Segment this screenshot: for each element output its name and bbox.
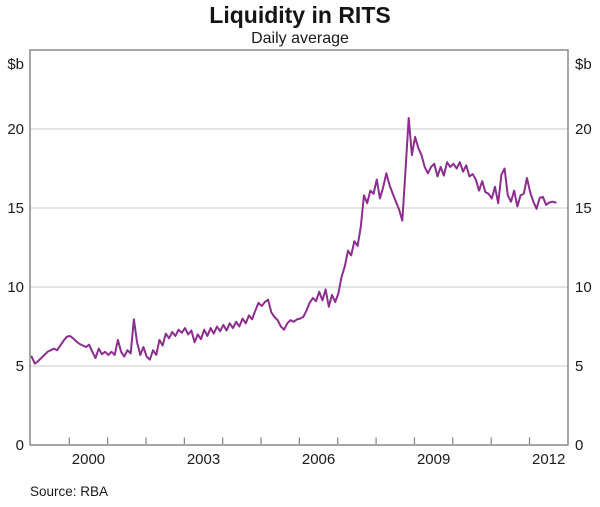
x-axis-label: 2009: [417, 451, 450, 468]
y-axis-label-right: 15: [575, 200, 592, 217]
chart-subtitle: Daily average: [251, 30, 349, 47]
y-axis-label-left: 5: [16, 358, 24, 375]
y-axis-label-right: 0: [575, 437, 583, 454]
y-axis-label-left: 0: [16, 437, 24, 454]
y-unit-right: $b: [575, 56, 592, 73]
y-axis-label-right: 5: [575, 358, 583, 375]
y-axis-label-left: 15: [7, 200, 24, 217]
y-axis-label-left: 20: [7, 121, 24, 138]
x-axis-label: 2006: [302, 451, 335, 468]
y-axis-label-left: 10: [7, 279, 24, 296]
y-unit-left: $b: [7, 56, 24, 73]
source-note: Source: RBA: [30, 484, 109, 499]
x-axis-label: 2000: [72, 451, 105, 468]
data-line: [30, 116, 557, 365]
chart-title: Liquidity in RITS: [209, 2, 391, 28]
x-axis-label: 2003: [187, 451, 220, 468]
y-axis-label-right: 20: [575, 121, 592, 138]
y-axis-label-right: 10: [575, 279, 592, 296]
x-axis-label: 2012: [532, 451, 565, 468]
plot-frame: [29, 49, 569, 446]
